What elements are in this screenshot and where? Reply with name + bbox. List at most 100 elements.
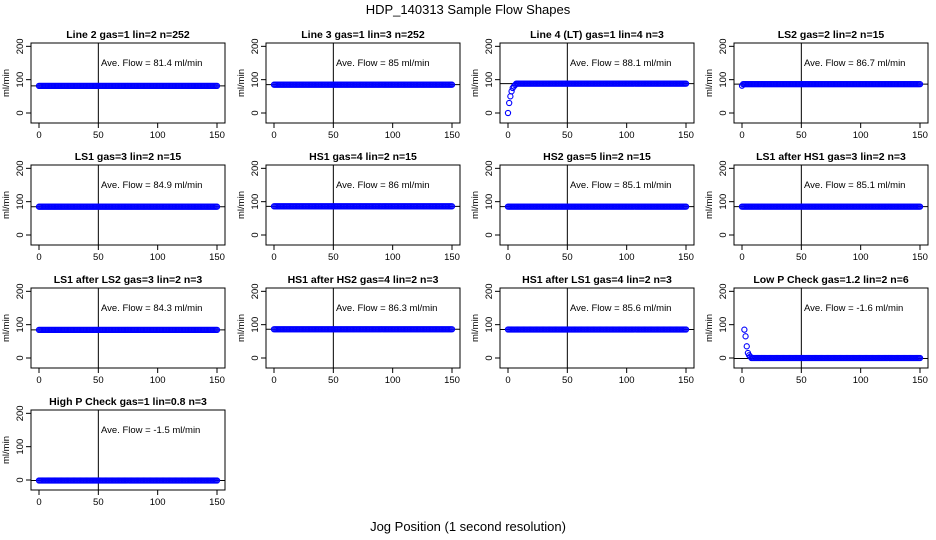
x-tick-label: 150	[209, 130, 225, 141]
x-tick-label: 100	[150, 130, 166, 141]
plot-frame	[30, 42, 226, 124]
x-tick-label: 150	[912, 252, 928, 263]
panel-13: High P Check gas=1 lin=0.8 n=3 Ave. Flow …	[1, 396, 226, 508]
panel-title: Line 2 gas=1 lin=2 n=252	[66, 29, 190, 41]
y-axis-label: ml/min	[704, 69, 715, 97]
y-tick-label: 0	[250, 232, 261, 237]
data-point	[213, 82, 221, 90]
data-point	[213, 477, 221, 484]
y-tick-label: 200	[250, 283, 261, 299]
average-flow-annotation: Ave. Flow = 84.9 ml/min	[101, 180, 202, 191]
x-tick-label: 100	[853, 252, 869, 263]
average-flow-annotation: Ave. Flow = 85.1 ml/min	[570, 180, 671, 191]
y-tick-label: 200	[15, 283, 26, 299]
y-tick-label: 0	[15, 110, 26, 115]
panel-7: HS2 gas=5 lin=2 n=15 Ave. Flow = 85.1 ml/…	[470, 151, 695, 263]
y-tick-label: 100	[484, 317, 495, 333]
x-tick-label: 0	[271, 252, 276, 263]
plot-frame	[499, 287, 695, 369]
y-tick-label: 0	[15, 477, 26, 482]
y-tick-label: 200	[15, 160, 26, 176]
x-tick-label: 100	[853, 375, 869, 386]
plot-frame	[30, 287, 226, 369]
data-point	[448, 326, 456, 333]
x-tick-label: 100	[385, 375, 401, 386]
y-tick-label: 0	[250, 355, 261, 360]
plot-frame	[265, 42, 461, 124]
data-point	[742, 333, 749, 340]
x-tick-label: 0	[36, 130, 41, 141]
x-tick-label: 50	[562, 130, 573, 141]
data-point	[507, 93, 514, 100]
y-axis-label: ml/min	[1, 436, 12, 464]
panel-11: HS1 after LS1 gas=4 lin=2 n=3 Ave. Flow =…	[470, 274, 695, 386]
x-tick-label: 0	[36, 497, 41, 508]
x-tick-label: 150	[912, 375, 928, 386]
y-tick-label: 0	[484, 110, 495, 115]
y-axis-label: ml/min	[704, 314, 715, 342]
average-flow-annotation: Ave. Flow = 85 ml/min	[336, 58, 430, 69]
y-tick-label: 0	[718, 110, 729, 115]
x-tick-label: 50	[796, 130, 807, 141]
panel-8: LS1 after HS1 gas=3 lin=2 n=3 Ave. Flow =…	[704, 151, 929, 263]
data-point	[448, 203, 456, 210]
panel-title: High P Check gas=1 lin=0.8 n=3	[49, 396, 207, 408]
panel-title: LS1 after HS1 gas=3 lin=2 n=3	[756, 151, 906, 163]
panel-12: Low P Check gas=1.2 lin=2 n=6 Ave. Flow =…	[704, 274, 929, 386]
y-tick-label: 200	[718, 283, 729, 299]
x-tick-label: 0	[505, 252, 510, 263]
plot-frame	[30, 409, 226, 491]
panel-title: HS1 after LS1 gas=4 lin=2 n=3	[522, 274, 672, 286]
x-tick-label: 50	[328, 375, 339, 386]
x-tick-label: 0	[505, 130, 510, 141]
y-tick-label: 200	[484, 38, 495, 54]
panel-2: Line 3 gas=1 lin=3 n=252 Ave. Flow = 85 m…	[236, 29, 461, 141]
y-axis-label: ml/min	[470, 314, 481, 342]
x-tick-label: 150	[444, 375, 460, 386]
panel-title: Line 3 gas=1 lin=3 n=252	[301, 29, 425, 41]
average-flow-annotation: Ave. Flow = 86.3 ml/min	[336, 303, 437, 314]
panel-1: Line 2 gas=1 lin=2 n=252 Ave. Flow = 81.4…	[1, 29, 226, 141]
average-flow-annotation: Ave. Flow = 84.3 ml/min	[101, 303, 202, 314]
y-tick-label: 0	[15, 355, 26, 360]
average-flow-annotation: Ave. Flow = 88.1 ml/min	[570, 58, 671, 69]
x-tick-label: 50	[328, 252, 339, 263]
y-axis-label: ml/min	[236, 314, 247, 342]
plot-frame	[733, 42, 929, 124]
x-tick-label: 100	[619, 252, 635, 263]
x-tick-label: 150	[209, 252, 225, 263]
y-tick-label: 200	[718, 38, 729, 54]
data-point	[682, 80, 690, 87]
y-tick-label: 200	[484, 160, 495, 176]
x-tick-label: 150	[209, 497, 225, 508]
data-point	[741, 326, 748, 333]
panel-6: HS1 gas=4 lin=2 n=15 Ave. Flow = 86 ml/mi…	[236, 151, 461, 263]
y-axis-label: ml/min	[1, 314, 12, 342]
x-tick-label: 100	[619, 375, 635, 386]
x-tick-label: 0	[739, 252, 744, 263]
x-tick-label: 0	[36, 375, 41, 386]
y-tick-label: 0	[250, 110, 261, 115]
panel-title: HS1 gas=4 lin=2 n=15	[309, 151, 417, 163]
panel-title: Line 4 (LT) gas=1 lin=4 n=3	[530, 29, 664, 41]
x-tick-label: 150	[912, 130, 928, 141]
y-axis-label: ml/min	[1, 191, 12, 219]
y-tick-label: 100	[15, 439, 26, 455]
data-point	[213, 203, 221, 210]
panel-title: Low P Check gas=1.2 lin=2 n=6	[753, 274, 908, 286]
x-tick-label: 100	[385, 130, 401, 141]
y-tick-label: 100	[15, 317, 26, 333]
x-tick-label: 50	[796, 375, 807, 386]
x-tick-label: 0	[739, 130, 744, 141]
average-flow-annotation: Ave. Flow = 81.4 ml/min	[101, 58, 202, 69]
y-tick-label: 0	[718, 232, 729, 237]
y-tick-label: 200	[250, 38, 261, 54]
data-point	[504, 109, 512, 117]
y-axis-label: ml/min	[236, 69, 247, 97]
x-tick-label: 150	[444, 130, 460, 141]
panel-5: LS1 gas=3 lin=2 n=15 Ave. Flow = 84.9 ml/…	[1, 151, 226, 263]
y-tick-label: 200	[718, 160, 729, 176]
average-flow-annotation: Ave. Flow = -1.5 ml/min	[101, 425, 200, 436]
panel-9: LS1 after LS2 gas=3 lin=2 n=3 Ave. Flow =…	[1, 274, 226, 386]
